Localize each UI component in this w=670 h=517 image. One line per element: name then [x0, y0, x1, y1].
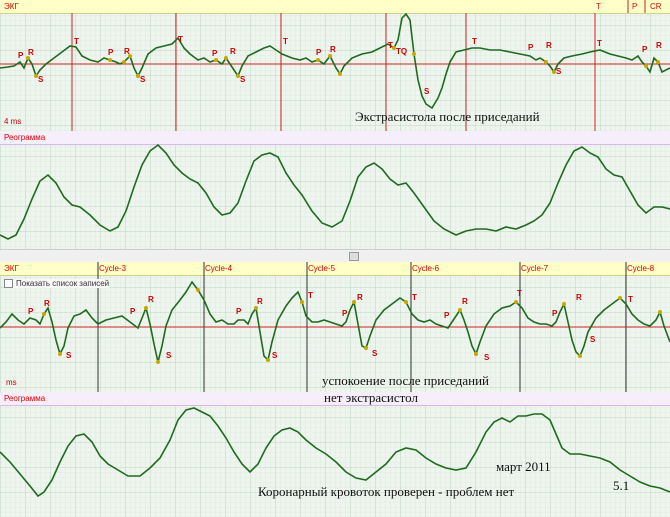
- caption-calm: успокоение после приседаний: [322, 373, 490, 388]
- marker-t: T: [178, 35, 183, 44]
- marker-tq: TQ: [396, 47, 407, 56]
- marker-s: S: [166, 351, 172, 360]
- ecg-label-bottom: ЭКГ: [4, 264, 19, 273]
- ms-label: 4 ms: [4, 117, 22, 126]
- marker-r: R: [257, 297, 263, 306]
- flag-t: T: [596, 2, 601, 11]
- splitter-handle[interactable]: [349, 252, 359, 261]
- flag-p: P: [632, 2, 638, 11]
- marker-r: R: [148, 295, 154, 304]
- marker-s: S: [424, 87, 430, 96]
- marker-t: T: [308, 291, 313, 300]
- marker-p: P: [642, 45, 648, 54]
- marker-p: P: [236, 307, 242, 316]
- cycle-4-label: Cycle-4: [205, 264, 233, 273]
- marker-p: P: [18, 51, 24, 60]
- flag-cr: CR: [650, 2, 662, 11]
- marker-p: P: [28, 307, 34, 316]
- panel-splitter[interactable]: [0, 249, 670, 263]
- caption-coronary: Коронарный кровоток проверен - проблем н…: [258, 484, 515, 499]
- reogram-label: Реограмма: [4, 133, 46, 142]
- cycle-8-label: Cycle-8: [627, 264, 655, 273]
- ecg-panel-bottom: ЭКГ Cycle-3 Cycle-4 Cycle-5 Cycle-6 Cycl…: [0, 262, 670, 392]
- marker-s: S: [590, 335, 596, 344]
- reogram-trace-bottom: [0, 407, 670, 498]
- reogram-trace-top: [0, 143, 670, 240]
- caption-extrasystole: Экстрасистола после приседаний: [355, 109, 540, 124]
- marker-s: S: [66, 351, 72, 360]
- marker-s: S: [372, 349, 378, 358]
- marker-r: R: [124, 47, 130, 56]
- marker-r: R: [330, 45, 336, 54]
- marker-s: S: [484, 353, 490, 362]
- cycle-3-label: Cycle-3: [99, 264, 127, 273]
- cycle-5-label: Cycle-5: [308, 264, 336, 273]
- marker-r: R: [656, 41, 662, 50]
- marker-t: T: [388, 41, 393, 50]
- caption-no-extrasystole: нет экстрасистол: [324, 392, 418, 405]
- marker-p: P: [342, 309, 348, 318]
- reogram-label-bottom: Реограмма: [4, 394, 46, 403]
- checkbox-label: Показать список записей: [16, 279, 110, 288]
- ecg-label: ЭКГ: [4, 2, 19, 11]
- reogram-panel-bottom: Реограмма нет экстрасистол март 2011 5.1…: [0, 392, 670, 517]
- marker-r: R: [357, 293, 363, 302]
- marker-p: P: [444, 311, 450, 320]
- ms-label-bottom: ms: [6, 378, 17, 387]
- show-records-checkbox[interactable]: Показать список записей: [4, 279, 110, 288]
- marker-t: T: [472, 37, 477, 46]
- ecg-header-bar: ЭКГ T P CR: [0, 0, 670, 14]
- marker-p: P: [108, 48, 114, 57]
- marker-s: S: [140, 75, 146, 84]
- reogram-header-bar: Реограмма: [0, 131, 670, 145]
- marker-s: S: [38, 75, 44, 84]
- marker-s: S: [556, 67, 562, 76]
- marker-p: P: [130, 307, 136, 316]
- marker-s: S: [240, 75, 246, 84]
- cycle-7-label: Cycle-7: [521, 264, 549, 273]
- marker-p: P: [528, 43, 534, 52]
- marker-s: S: [272, 351, 278, 360]
- reogram-header-bar-bottom: Реограмма: [0, 392, 670, 406]
- marker-t: T: [74, 37, 79, 46]
- marker-t: T: [412, 293, 417, 302]
- marker-p: P: [552, 309, 558, 318]
- marker-r: R: [462, 297, 468, 306]
- ecg-trace-top: P RST P RST P RST P R TTQ STP R STP R: [0, 0, 670, 131]
- marker-r: R: [546, 41, 552, 50]
- date-label: март 2011: [496, 459, 551, 474]
- checkbox-box[interactable]: [4, 279, 13, 288]
- marker-t: T: [597, 39, 602, 48]
- marker-p: P: [212, 49, 218, 58]
- marker-t: T: [283, 37, 288, 46]
- cycle-6-label: Cycle-6: [412, 264, 440, 273]
- marker-r: R: [28, 48, 34, 57]
- marker-t: T: [628, 295, 633, 304]
- ecg-header-bar-bottom: ЭКГ Cycle-3 Cycle-4 Cycle-5 Cycle-6 Cycl…: [0, 262, 670, 276]
- version-label: 5.1: [613, 478, 630, 493]
- marker-p: P: [316, 48, 322, 57]
- marker-r: R: [44, 299, 50, 308]
- marker-r: R: [576, 293, 582, 302]
- marker-r: R: [230, 47, 236, 56]
- marker-t: T: [517, 289, 522, 298]
- reogram-panel-top: Реограмма: [0, 131, 670, 249]
- reogram-grid-bottom: [0, 392, 670, 517]
